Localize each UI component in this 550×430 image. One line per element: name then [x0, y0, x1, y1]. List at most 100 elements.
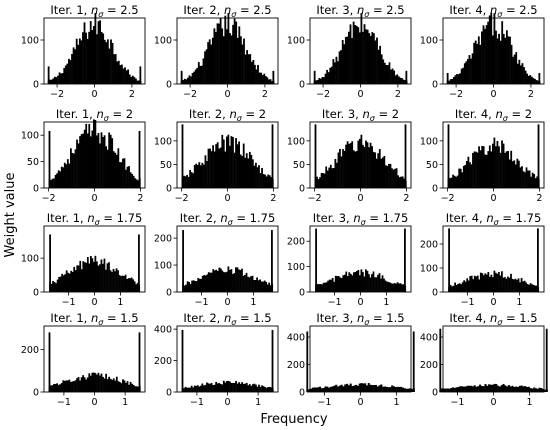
histogram-bar	[481, 31, 483, 84]
histogram-bar	[53, 76, 56, 84]
histogram-bar	[78, 38, 81, 84]
histogram-bar	[132, 175, 135, 188]
histogram-bar	[85, 379, 88, 392]
histogram-bar	[229, 33, 231, 84]
histogram-bar	[195, 163, 198, 188]
histogram-bar	[527, 170, 529, 188]
histogram-bar	[461, 282, 464, 292]
histogram-bar	[186, 77, 189, 84]
histogram-bar	[207, 272, 210, 292]
panel-title-symbol: n	[224, 3, 231, 17]
panel-title-value: = 2.5	[502, 3, 537, 17]
histogram-bar	[130, 277, 133, 292]
histogram-bar	[123, 275, 125, 292]
histogram-bar	[362, 31, 364, 85]
histogram-bar	[460, 68, 463, 84]
histogram-bar	[229, 269, 231, 292]
histogram-bar	[224, 15, 227, 84]
histogram-bar	[505, 151, 508, 188]
histogram-bar	[128, 384, 130, 392]
histogram-bar	[212, 269, 215, 292]
histogram-bar	[523, 280, 526, 292]
histogram-bar	[224, 272, 227, 292]
x-tick-label: 2	[395, 89, 401, 100]
histogram-bar	[210, 272, 213, 292]
histogram-bar	[360, 383, 363, 392]
histogram-bar	[82, 133, 85, 188]
histogram-bar	[493, 137, 496, 188]
histogram-bar	[533, 174, 536, 188]
histogram-bar	[332, 59, 335, 84]
histogram-bar	[509, 36, 511, 84]
histogram-bar	[103, 135, 106, 188]
histogram-bar	[319, 177, 321, 188]
histogram-bar	[333, 385, 336, 392]
histogram-bar	[257, 280, 260, 292]
histogram-bar	[83, 129, 86, 188]
histogram-bar	[241, 156, 244, 188]
panel-title-value: = 2	[242, 107, 266, 121]
histogram-bar	[532, 78, 535, 84]
histogram-bar	[505, 30, 508, 84]
y-tick-label: 0	[432, 387, 438, 398]
histogram-bar	[394, 386, 397, 392]
histogram-bar	[232, 137, 234, 188]
histogram-bar	[239, 36, 242, 84]
histogram-bar	[255, 162, 257, 188]
panel-title-symbol: n	[91, 3, 98, 17]
histogram-bar	[100, 31, 103, 85]
panel-title-value: = 1.75	[233, 211, 276, 225]
histogram-bar	[441, 388, 444, 392]
histogram-bar	[91, 130, 94, 188]
x-tick-label: 0	[91, 89, 97, 100]
histogram-bar	[377, 153, 380, 188]
histogram-bar	[102, 376, 104, 392]
histogram-bar	[384, 280, 387, 292]
histogram-bar	[54, 174, 57, 188]
histogram-bar	[330, 279, 333, 292]
histogram-bar	[133, 281, 136, 292]
histogram-bar	[201, 162, 204, 188]
histogram-bar	[522, 386, 525, 392]
panel-title-value: = 1.75	[366, 211, 409, 225]
histogram-bar	[218, 267, 221, 292]
histogram-bar	[527, 386, 530, 392]
histogram-bar	[398, 283, 401, 292]
histogram-bar	[266, 284, 269, 292]
y-tick-label: 0	[166, 287, 172, 298]
histogram-bar	[72, 47, 75, 84]
histogram-bar	[383, 386, 386, 392]
histogram-bar	[201, 275, 204, 292]
histogram-bar	[476, 152, 479, 188]
histogram-bar	[501, 271, 503, 292]
histogram-bar	[477, 386, 480, 392]
y-tick-label: 100	[287, 35, 305, 46]
histogram-bar	[355, 271, 358, 292]
histogram-bar	[247, 385, 250, 392]
histogram-bar	[115, 154, 118, 188]
histogram-bar	[369, 35, 372, 84]
histogram-bar	[221, 28, 224, 84]
histogram-bar	[320, 388, 323, 392]
histogram-bar	[86, 38, 89, 84]
histogram-bar	[193, 165, 196, 188]
histogram-bar	[133, 77, 136, 84]
histogram-bar	[242, 275, 245, 292]
y-tick-label: 400	[154, 325, 172, 336]
histogram-bar	[259, 279, 261, 292]
x-tick-label: 1	[122, 397, 128, 408]
histogram-bar	[55, 283, 57, 292]
histogram-bar	[57, 384, 60, 392]
histogram-bar	[191, 73, 194, 84]
histogram-bar	[502, 143, 505, 188]
histogram-bar	[186, 281, 189, 292]
histogram-bar	[339, 148, 341, 188]
histogram-bar	[491, 277, 494, 292]
histogram-bar	[401, 387, 405, 392]
histogram-bar	[215, 32, 217, 84]
histogram-bar	[120, 383, 123, 392]
histogram-bar	[238, 26, 241, 84]
histogram-bar	[321, 76, 324, 84]
y-tick-label: 0	[299, 79, 305, 90]
